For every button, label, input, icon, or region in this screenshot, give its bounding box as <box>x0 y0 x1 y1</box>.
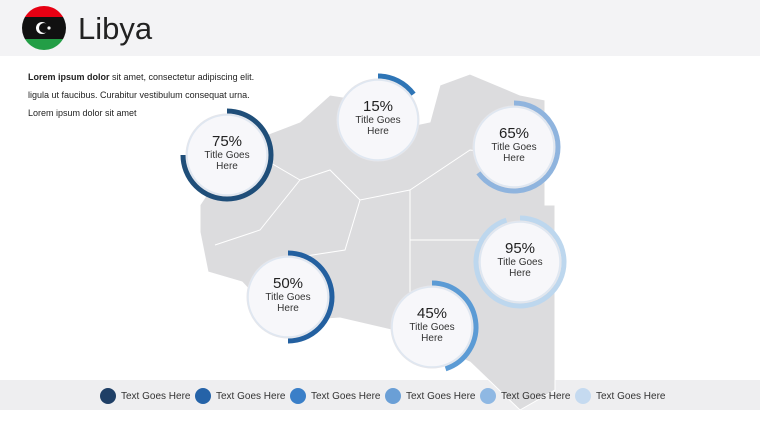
legend-item: Text Goes Here <box>290 388 380 404</box>
legend-label: Text Goes Here <box>406 390 476 402</box>
header-band <box>0 0 760 56</box>
gauge-track <box>337 79 419 161</box>
gauge-label: 50% Title Goes Here <box>256 275 320 314</box>
legend-label: Text Goes Here <box>311 390 381 402</box>
gauge-disc <box>472 105 556 189</box>
gauge-percent: 45% <box>416 305 448 322</box>
page-title: Libya <box>78 11 153 46</box>
gauge-percent: 15% <box>362 98 394 115</box>
intro-line: sit amet, consectetur adipiscing elit. <box>112 72 255 82</box>
legend-dot <box>290 388 306 404</box>
gauge-arc <box>180 108 274 202</box>
gauge-title: Title Goes Here <box>265 292 311 314</box>
legend-dot <box>575 388 591 404</box>
gauge-label: 45% Title Goes Here <box>400 305 464 344</box>
legend-label: Text Goes Here <box>596 390 666 402</box>
gauge-disc <box>185 113 269 197</box>
legend-item: Text Goes Here <box>575 388 665 404</box>
map-borders <box>214 144 546 330</box>
intro-bold: Lorem ipsum dolor <box>28 72 110 82</box>
gauge-arc <box>287 250 335 344</box>
gauge-title: Title Goes Here <box>355 115 401 137</box>
gauge-track <box>186 114 268 196</box>
gauge-label: 65% Title Goes Here <box>482 125 546 164</box>
legend-dot <box>100 388 116 404</box>
gauge-title: Title Goes Here <box>497 257 543 279</box>
legend-item: Text Goes Here <box>195 388 285 404</box>
gauge-arc <box>431 280 479 372</box>
gauge-arc <box>473 215 567 309</box>
gauge-arc <box>476 100 561 194</box>
legend-dot <box>195 388 211 404</box>
gauge-disc <box>246 255 330 339</box>
gauge-percent: 50% <box>272 275 304 292</box>
gauge-percent: 95% <box>504 240 536 257</box>
gauge-title: Title Goes Here <box>409 322 455 344</box>
legend-label: Text Goes Here <box>216 390 286 402</box>
intro-line: ligula ut faucibus. Curabitur vestibulum… <box>28 90 250 100</box>
gauge-track <box>473 106 555 188</box>
legend-item: Text Goes Here <box>385 388 475 404</box>
gauge-track <box>391 286 473 368</box>
gauge-track <box>247 256 329 338</box>
legend-item: Text Goes Here <box>100 388 190 404</box>
flag <box>22 6 66 50</box>
legend-item: Text Goes Here <box>480 388 570 404</box>
gauge-arc <box>377 73 416 96</box>
gauge-disc <box>478 220 562 304</box>
gauge-label: 75% Title Goes Here <box>195 133 259 172</box>
footer-band <box>0 380 760 410</box>
gauge-label: 15% Title Goes Here <box>346 98 410 137</box>
intro-line: Lorem ipsum dolor sit amet <box>28 108 137 118</box>
gauge-label: 95% Title Goes Here <box>488 240 552 279</box>
legend-dot <box>385 388 401 404</box>
legend-dot <box>480 388 496 404</box>
legend-label: Text Goes Here <box>501 390 571 402</box>
intro: Lorem ipsum dolor sit amet, consectetur … <box>28 68 254 122</box>
gauge-title: Title Goes Here <box>491 142 537 164</box>
gauge-disc <box>336 78 420 162</box>
gauge-percent: 75% <box>211 133 243 150</box>
gauge-disc <box>390 285 474 369</box>
gauge-track <box>479 221 561 303</box>
gauge-percent: 65% <box>498 125 530 142</box>
gauge-title: Title Goes Here <box>204 150 250 172</box>
legend-label: Text Goes Here <box>121 390 191 402</box>
